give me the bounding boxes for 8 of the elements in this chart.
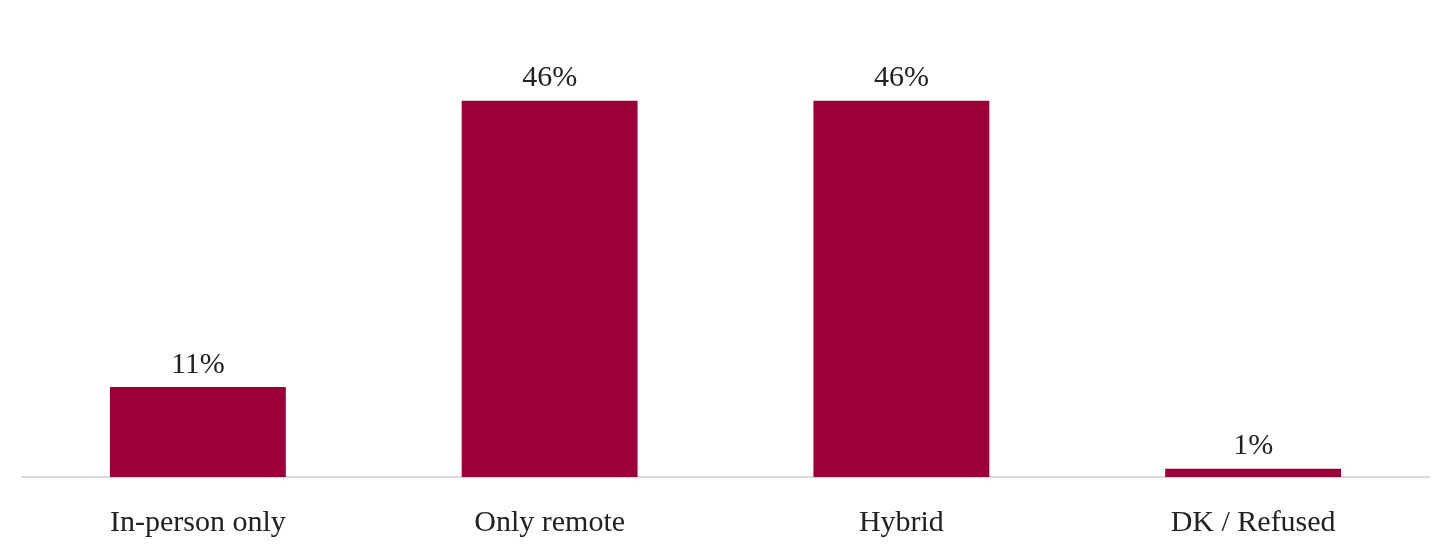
data-label: 11% — [170, 345, 225, 379]
x-tick-label: In-person only — [109, 503, 286, 537]
data-label: 46% — [873, 59, 929, 93]
x-tick-label: DK / Refused — [1170, 503, 1336, 537]
x-tick-label: Hybrid — [858, 503, 944, 537]
x-tick-label: Only remote — [474, 503, 626, 537]
data-label: 1% — [1233, 427, 1274, 461]
data-label: 46% — [522, 59, 578, 93]
